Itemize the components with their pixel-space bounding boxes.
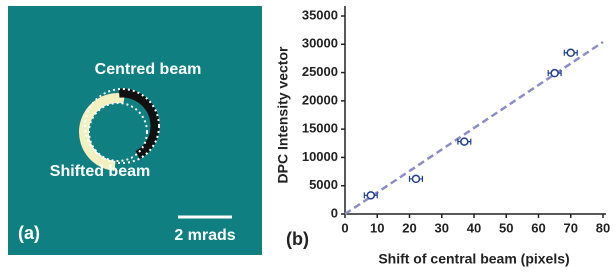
y-tick-label: 35000 (302, 7, 338, 22)
y-tick-label: 10000 (302, 149, 338, 164)
x-tick-label: 80 (596, 220, 610, 235)
y-tick-label: 25000 (302, 64, 338, 79)
point (412, 175, 419, 182)
y-tick-label: 15000 (302, 121, 338, 136)
y-tick-label: 20000 (302, 92, 338, 107)
x-tick-label: 40 (467, 220, 481, 235)
shifted-label: Shifted beam (50, 163, 150, 180)
y-tick-label: 5000 (309, 177, 338, 192)
point (461, 138, 468, 145)
x-tick-label: 50 (499, 220, 513, 235)
y-tick-label: 30000 (302, 36, 338, 51)
x-tick-label: 10 (370, 220, 384, 235)
scale-label: 2 mrads (174, 227, 235, 244)
point (551, 70, 558, 77)
x-tick-label: 30 (435, 220, 449, 235)
figure: Centred beam Shifted beam (a) 2 mrads (b… (0, 0, 616, 273)
x-axis-title: Shift of central beam (pixels) (378, 251, 569, 267)
x-tick-label: 0 (341, 220, 348, 235)
y-axis-title: DPC Intensity vector (275, 46, 291, 183)
point (567, 49, 574, 56)
panel-a: Centred beam Shifted beam (a) 2 mrads (8, 6, 262, 255)
y-tick-label: 0 (331, 205, 338, 220)
fit-line (345, 42, 603, 214)
point (367, 192, 374, 199)
x-tick-label: 70 (564, 220, 578, 235)
x-tick-label: 60 (531, 220, 545, 235)
panel-label: (b) (286, 229, 309, 249)
panel-label: (a) (18, 223, 40, 243)
x-tick-label: 20 (402, 220, 416, 235)
centred-label: Centred beam (95, 61, 202, 78)
